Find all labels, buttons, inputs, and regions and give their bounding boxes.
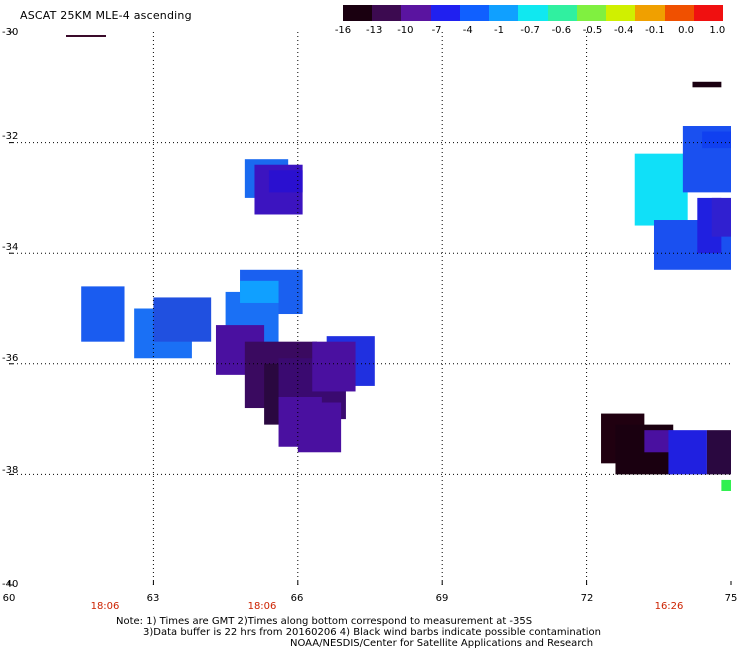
data-cell bbox=[297, 402, 342, 453]
data-cell bbox=[240, 280, 279, 303]
colorbar-label: -10 bbox=[397, 25, 414, 36]
colorbar-segment bbox=[635, 5, 665, 21]
colorbar-segment bbox=[430, 5, 460, 21]
time-label: 18:06 bbox=[90, 601, 120, 612]
colorbar-label: -0.6 bbox=[551, 25, 572, 36]
time-label: 18:06 bbox=[247, 601, 277, 612]
colorbar-segment bbox=[518, 5, 548, 21]
colorbar-segment bbox=[547, 5, 577, 21]
x-tick-label: 66 bbox=[290, 593, 304, 604]
time-label: 16:26 bbox=[654, 601, 684, 612]
colorbar-label: -4 bbox=[462, 25, 473, 36]
colorbar-segment bbox=[606, 5, 636, 21]
data-cell bbox=[706, 430, 731, 475]
y-tick-label: -32 bbox=[2, 131, 19, 142]
data-cell bbox=[702, 131, 731, 149]
colorbar-segment bbox=[459, 5, 490, 21]
colorbar-label: -0.4 bbox=[613, 25, 634, 36]
colorbar-segment bbox=[343, 5, 373, 21]
colorbar-segment bbox=[489, 5, 519, 21]
data-cell bbox=[153, 297, 212, 342]
note-line-3: NOAA/NESDIS/Center for Satellite Applica… bbox=[290, 638, 594, 649]
colorbar-label: -7 bbox=[431, 25, 442, 36]
colorbar-label: -0.1 bbox=[645, 25, 665, 36]
y-tick-label: -38 bbox=[2, 465, 19, 476]
data-cell bbox=[634, 153, 688, 226]
x-tick-label: 60 bbox=[2, 593, 16, 604]
colorbar-label: -16 bbox=[334, 25, 352, 36]
colorbar-segment bbox=[664, 5, 694, 21]
colorbar-label: -0.7 bbox=[520, 25, 540, 36]
x-tick-label: 72 bbox=[580, 593, 594, 604]
colorbar-label: 0.0 bbox=[678, 25, 695, 36]
data-cell bbox=[268, 170, 303, 193]
colorbar-segment bbox=[372, 5, 402, 21]
x-tick-label: 75 bbox=[724, 593, 738, 604]
data-cell bbox=[711, 197, 731, 237]
data-cell bbox=[312, 341, 356, 392]
y-tick-label: -30 bbox=[2, 27, 19, 38]
x-tick-label: 63 bbox=[146, 593, 160, 604]
x-tick-label: 69 bbox=[435, 593, 449, 604]
colorbar-segment bbox=[576, 5, 607, 21]
data-cell bbox=[81, 286, 125, 342]
data-cell bbox=[721, 479, 731, 491]
colorbar-label: -13 bbox=[366, 25, 383, 36]
colorbar-segment bbox=[401, 5, 431, 21]
data-cell bbox=[668, 430, 707, 475]
title-underline-barb bbox=[66, 35, 106, 37]
y-tick-label: -36 bbox=[2, 353, 19, 364]
colorbar-labels: -16 -13 -10 -7 -4 -1 -0.7 -0.6 -0.5 -0.4 -0.1 0.0 1.… bbox=[330, 25, 740, 39]
map-title: ASCAT 25KM MLE-4 ascending bbox=[20, 9, 192, 22]
colorbar-label: -1 bbox=[493, 25, 504, 36]
y-tick-label: -34 bbox=[2, 242, 19, 253]
data-cell bbox=[644, 430, 674, 453]
note-line-2: 3)Data buffer is 22 hrs from 20160206 4)… bbox=[143, 627, 601, 638]
y-tick-label: -40 bbox=[2, 579, 19, 590]
note-line-1: Note: 1) Times are GMT 2)Times along bot… bbox=[116, 616, 533, 627]
colorbar bbox=[343, 5, 724, 21]
colorbar-label: -0.5 bbox=[582, 25, 603, 36]
colorbar-label: 1.0 bbox=[709, 25, 726, 36]
colorbar-segment bbox=[693, 5, 724, 21]
data-cell bbox=[692, 81, 722, 88]
